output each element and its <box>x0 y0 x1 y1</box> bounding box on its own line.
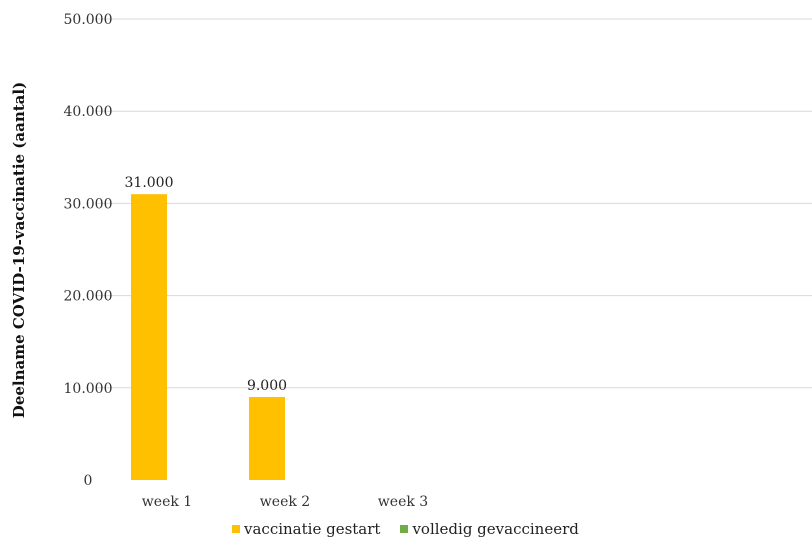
y-tick-label: 20.000 <box>64 289 113 305</box>
x-tick-label: week 3 <box>378 494 428 510</box>
y-axis-label: Deelname COVID-19-vaccinatie (aantal) <box>10 82 28 418</box>
x-axis-ticks: week 1 week 2 week 3 <box>142 494 428 510</box>
data-labels: 31.000 9.000 <box>125 175 288 394</box>
y-tick-label: 30.000 <box>64 196 113 212</box>
legend-swatch-volledig-gevaccineerd <box>400 525 409 533</box>
legend-item-vaccinatie-gestart: vaccinatie gestart <box>232 520 380 538</box>
x-tick-label: week 2 <box>260 494 310 510</box>
bar <box>249 397 285 480</box>
legend-label-volledig-gevaccineerd: volledig gevaccineerd <box>412 520 579 538</box>
data-label: 9.000 <box>247 378 287 394</box>
bars <box>131 194 285 480</box>
data-label: 31.000 <box>125 175 174 191</box>
legend: vaccinatie gestart volledig gevaccineerd <box>232 519 599 539</box>
y-tick-label: 10.000 <box>64 381 113 397</box>
legend-swatch-vaccinatie-gestart <box>232 525 240 533</box>
y-axis-ticks: 0 10.000 20.000 30.000 40.000 50.000 <box>64 12 113 489</box>
y-tick-label: 50.000 <box>64 12 113 28</box>
y-tick-label: 40.000 <box>64 104 113 120</box>
x-tick-label: week 1 <box>142 494 192 510</box>
gridlines <box>96 18 812 389</box>
legend-item-volledig-gevaccineerd: volledig gevaccineerd <box>400 520 579 538</box>
legend-label-vaccinatie-gestart: vaccinatie gestart <box>244 520 381 538</box>
bar <box>131 194 167 480</box>
y-tick-label: 0 <box>84 473 93 489</box>
